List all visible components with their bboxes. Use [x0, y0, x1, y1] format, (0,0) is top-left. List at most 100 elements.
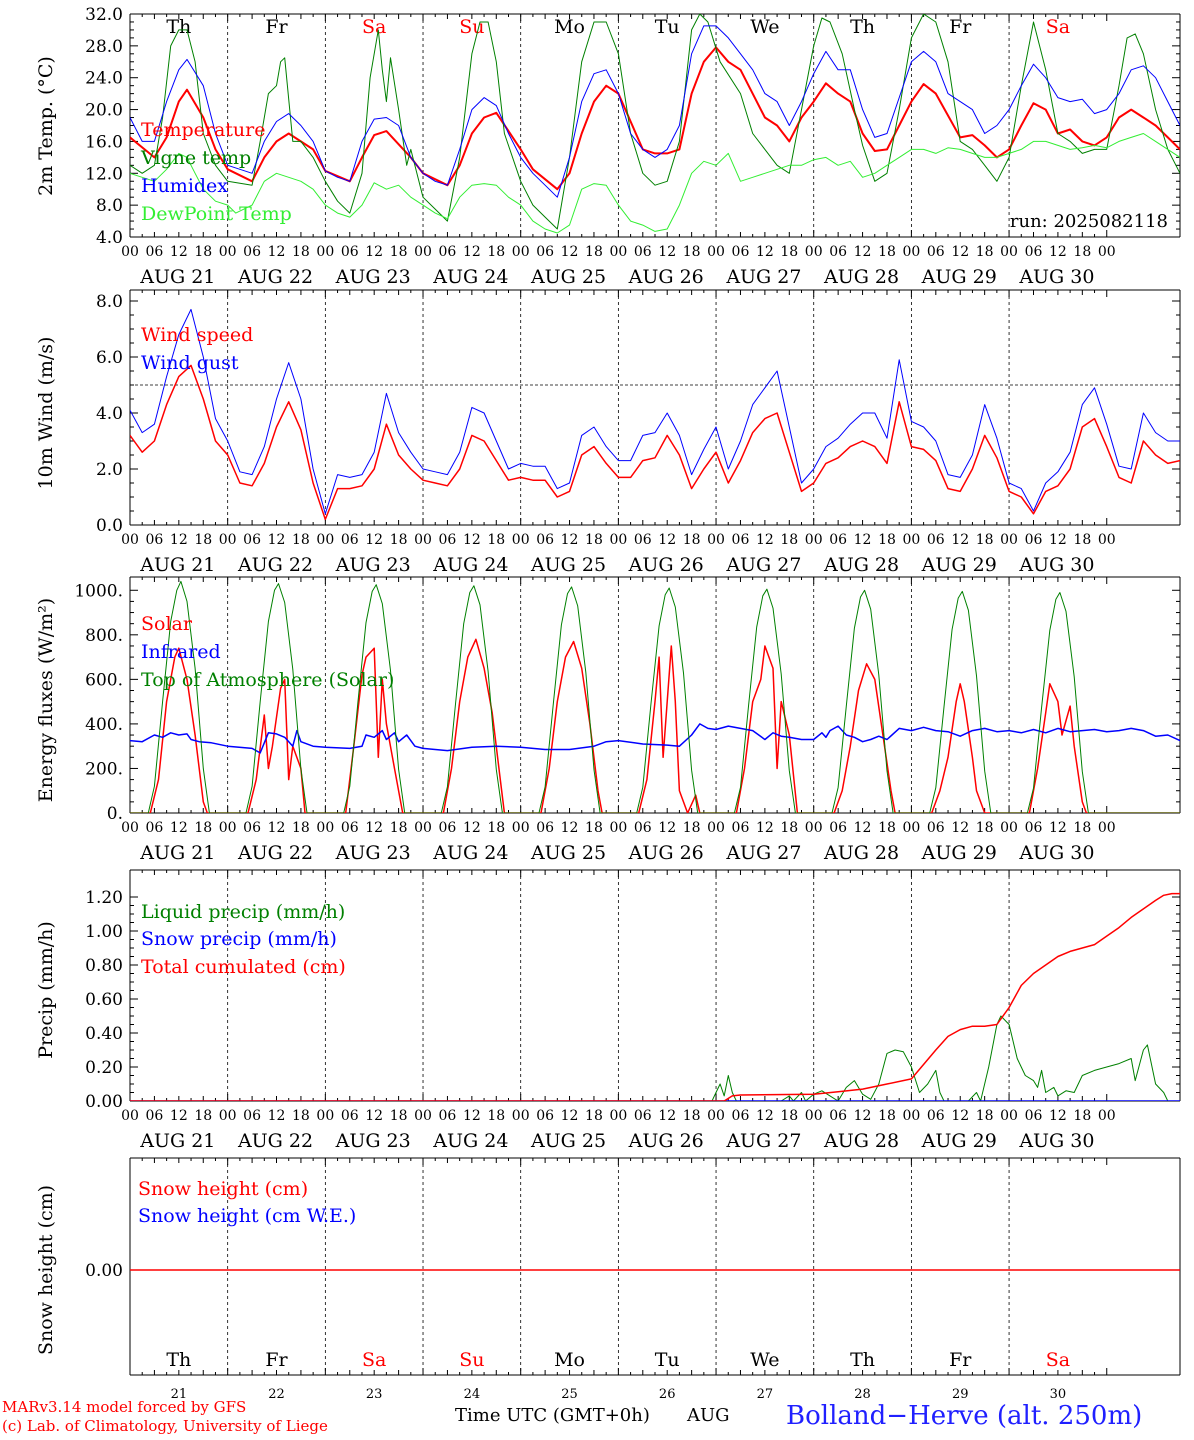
hour-tick-label: 18 [390, 244, 408, 260]
hour-tick-label: 06 [536, 1108, 554, 1124]
hour-tick-label: 00 [707, 244, 725, 260]
hour-tick-label: 12 [463, 1108, 481, 1124]
hour-tick-label: 00 [121, 244, 139, 260]
hour-tick-label: 06 [829, 1108, 847, 1124]
hour-tick-label: 12 [756, 820, 774, 836]
day-number-label: 27 [757, 1387, 774, 1402]
hour-tick-label: 12 [365, 1108, 383, 1124]
hour-tick-label: 00 [316, 244, 334, 260]
hour-tick-label: 18 [976, 1108, 994, 1124]
legend-entry: Wind speed [141, 324, 253, 346]
weekday-label: Mo [554, 1349, 585, 1371]
hour-tick-label: 18 [585, 820, 603, 836]
hour-tick-label: 06 [927, 244, 945, 260]
date-label: AUG 23 [335, 842, 411, 864]
hour-tick-label: 12 [365, 820, 383, 836]
hour-tick-label: 00 [805, 532, 823, 548]
weekday-label: We [750, 16, 779, 38]
hour-tick-label: 00 [707, 1108, 725, 1124]
hour-tick-label: 12 [658, 1108, 676, 1124]
hour-tick-label: 18 [683, 1108, 701, 1124]
hour-tick-label: 12 [463, 244, 481, 260]
date-label: AUG 27 [725, 1130, 801, 1152]
y-tick-label: 600. [85, 670, 123, 690]
date-label: AUG 21 [139, 1130, 215, 1152]
hour-tick-label: 12 [170, 532, 188, 548]
weekday-label: Th [166, 1349, 191, 1371]
hour-tick-label: 06 [634, 1108, 652, 1124]
hour-tick-label: 00 [219, 532, 237, 548]
hour-tick-label: 06 [1025, 532, 1043, 548]
hour-tick-label: 00 [121, 820, 139, 836]
weekday-label: Th [850, 1349, 875, 1371]
hour-tick-label: 18 [1073, 820, 1091, 836]
date-label: AUG 21 [139, 842, 215, 864]
hour-tick-label: 06 [927, 1108, 945, 1124]
hour-tick-label: 12 [170, 244, 188, 260]
weekday-label: Fr [949, 16, 972, 38]
hour-tick-label: 12 [951, 532, 969, 548]
y-tick-label: 16.0 [85, 132, 123, 152]
weekday-label: Su [459, 1349, 484, 1371]
station-name: Bolland−Herve (alt. 250m) [786, 1401, 1143, 1431]
hour-tick-label: 18 [878, 532, 896, 548]
date-label: AUG 28 [823, 842, 899, 864]
series-line [130, 25, 1180, 198]
date-label: AUG 29 [921, 266, 997, 288]
y-tick-label: 0.40 [85, 1024, 123, 1044]
hour-tick-label: 06 [536, 244, 554, 260]
hour-tick-label: 06 [829, 820, 847, 836]
hour-tick-label: 18 [780, 820, 798, 836]
hour-tick-label: 00 [219, 1108, 237, 1124]
month-label: AUG [687, 1405, 730, 1426]
hour-tick-label: 00 [902, 532, 920, 548]
y-tick-label: 0. [107, 804, 123, 824]
hour-tick-label: 18 [487, 1108, 505, 1124]
hour-tick-label: 12 [658, 820, 676, 836]
hour-tick-label: 18 [780, 244, 798, 260]
y-tick-label: 200. [85, 759, 123, 779]
y-axis-title: Energy fluxes (W/m²) [35, 598, 57, 802]
date-label: AUG 21 [139, 554, 215, 576]
date-label: AUG 29 [921, 842, 997, 864]
y-axis-title: 2m Temp. (°C) [35, 56, 57, 196]
hour-tick-label: 00 [609, 820, 627, 836]
hour-tick-label: 06 [1025, 820, 1043, 836]
hour-tick-label: 06 [634, 244, 652, 260]
hour-tick-label: 06 [146, 244, 164, 260]
hour-tick-label: 12 [170, 1108, 188, 1124]
hour-tick-label: 12 [658, 532, 676, 548]
hour-tick-label: 06 [439, 1108, 457, 1124]
hour-tick-label: 12 [268, 532, 286, 548]
y-axis-title: Precip (mm/h) [35, 921, 57, 1059]
y-axis-title: Snow height (cm) [35, 1185, 57, 1355]
series-line [130, 1015, 1169, 1101]
hour-tick-label: 12 [854, 1108, 872, 1124]
weekday-label: Su [459, 16, 484, 38]
hour-tick-label: 00 [902, 820, 920, 836]
hour-tick-label: 12 [561, 820, 579, 836]
hour-tick-label: 00 [609, 532, 627, 548]
hour-tick-label: 12 [268, 820, 286, 836]
legend-entry: Temperature [141, 119, 265, 141]
hour-tick-label: 00 [609, 1108, 627, 1124]
date-label: AUG 22 [237, 266, 313, 288]
hour-tick-label: 06 [634, 820, 652, 836]
hour-tick-label: 18 [976, 820, 994, 836]
hour-tick-label: 06 [439, 820, 457, 836]
date-label: AUG 26 [628, 554, 704, 576]
hour-tick-label: 06 [439, 244, 457, 260]
legend-entry: Total cumulated (cm) [141, 956, 346, 978]
legend-entry: DewPoint Temp [141, 203, 292, 225]
hour-tick-label: 00 [512, 1108, 530, 1124]
date-label: AUG 29 [921, 554, 997, 576]
series-line [130, 364, 1180, 521]
legend-entry: Snow height (cm W.E.) [138, 1205, 356, 1227]
hour-tick-label: 12 [854, 244, 872, 260]
hour-tick-label: 18 [194, 244, 212, 260]
date-label: AUG 22 [237, 554, 313, 576]
hour-tick-label: 18 [292, 532, 310, 548]
hour-tick-label: 12 [854, 532, 872, 548]
hour-tick-label: 12 [951, 244, 969, 260]
series-line [130, 308, 1180, 515]
